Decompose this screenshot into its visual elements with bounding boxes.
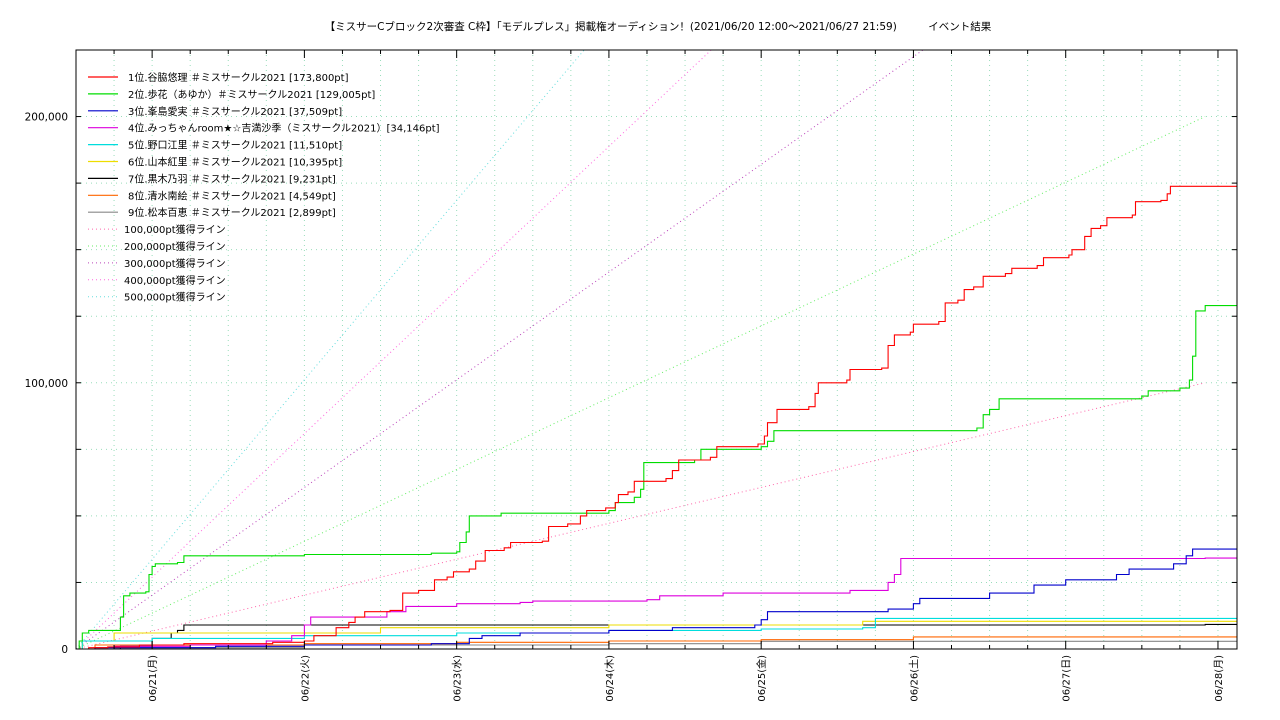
chart-title: 【ミスサーCブロック2次審査 C枠】「モデルプレス」掲載権オーディション！(20… xyxy=(325,20,992,33)
series-line xyxy=(76,185,1237,650)
x-tick-label: 06/21(月) xyxy=(147,655,159,702)
x-tick-label: 06/26(土) xyxy=(907,655,920,702)
legend-label: 9位.松本百恵 ＃ミスサークル2021 [2,899pt] xyxy=(128,206,336,219)
x-tick-label: 06/27(日) xyxy=(1062,655,1073,702)
x-tick-label: 06/24(木) xyxy=(604,655,616,702)
y-tick-label: 0 xyxy=(61,644,68,656)
y-tick-label: 200,000 xyxy=(25,112,68,124)
x-tick-label: 06/23(水) xyxy=(452,655,464,702)
reference-line xyxy=(75,382,1206,650)
legend-label: 5位.野口江里 ＃ミスサークル2021 [11,510pt] xyxy=(128,139,342,152)
reference-lines xyxy=(75,49,1206,650)
legend-label: 400,000pt獲得ライン xyxy=(124,274,226,287)
series-lines xyxy=(76,185,1237,650)
legend-label: 8位.清水南絵 ＃ミスサークル2021 [4,549pt] xyxy=(128,189,336,202)
legend: 1位.谷脇悠理 ＃ミスサークル2021 [173,800pt] 2位.歩花（あゆか… xyxy=(88,71,440,304)
y-tick-label: 100,000 xyxy=(25,378,68,390)
legend-label: 7位.黒木乃羽 ＃ミスサークル2021 [9,231pt] xyxy=(128,172,336,185)
reference-line xyxy=(75,116,1206,650)
legend-label: 2位.歩花（あゆか）＃ミスサークル2021 [129,005pt] xyxy=(128,88,375,101)
legend-label: 6位.山本紅里 ＃ミスサークル2021 [10,395pt] xyxy=(128,156,342,169)
legend-label: 3位.峯島愛実 ＃ミスサークル2021 [37,509pt] xyxy=(128,105,342,118)
legend-label: 100,000pt獲得ライン xyxy=(124,223,226,236)
legend-label: 200,000pt獲得ライン xyxy=(124,240,226,253)
grid xyxy=(76,50,1237,649)
legend-label: 300,000pt獲得ライン xyxy=(124,257,226,270)
reference-line xyxy=(75,49,712,650)
series-line xyxy=(76,617,1237,650)
series-line xyxy=(76,305,1237,650)
legend-label: 4位.みっちゃんroom★☆吉満沙季（ミスサークル2021）[34,146pt] xyxy=(128,122,440,135)
x-tick-label: 06/28(月) xyxy=(1213,655,1225,702)
legend-label: 500,000pt獲得ライン xyxy=(124,291,226,304)
series-line xyxy=(76,548,1237,650)
x-tick-label: 06/25(金) xyxy=(755,655,768,702)
reference-line xyxy=(75,49,585,650)
plot-frame xyxy=(75,49,1238,650)
reference-line xyxy=(75,49,924,650)
x-tick-label: 06/22(火) xyxy=(299,655,311,702)
legend-label: 1位.谷脇悠理 ＃ミスサークル2021 [173,800pt] xyxy=(128,71,349,84)
series-line xyxy=(76,557,1237,650)
axes: 0 100,000 200,000 06/21(月) 06/22(火) 06/23(水) 0… xyxy=(25,50,1237,702)
